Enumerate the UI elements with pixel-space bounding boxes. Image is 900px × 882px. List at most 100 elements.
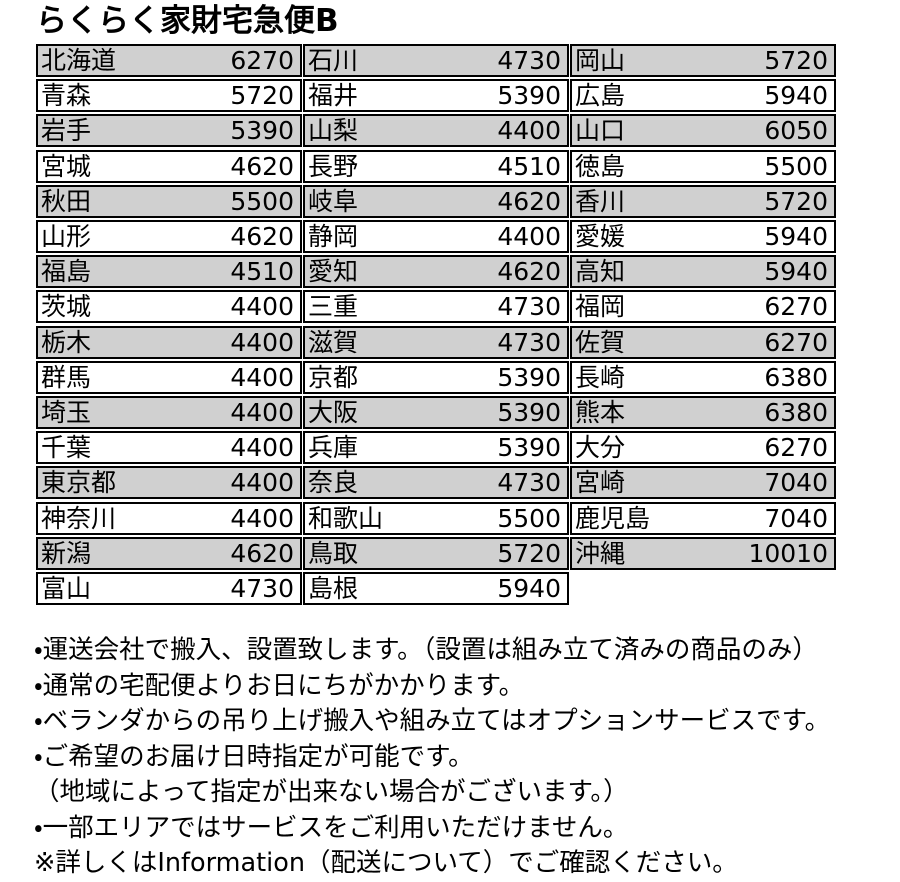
column-group-divider bbox=[302, 570, 303, 606]
fee-cell: 6270 bbox=[692, 324, 836, 360]
fee-value: 4730 bbox=[425, 466, 569, 500]
fee-value: 5390 bbox=[425, 431, 569, 465]
prefecture-label: 静岡 bbox=[303, 220, 425, 254]
column-group-divider bbox=[569, 148, 570, 184]
fee-value: 5720 bbox=[425, 536, 569, 570]
prefecture-cell: 三重 bbox=[303, 289, 425, 325]
prefecture-label: 石川 bbox=[303, 44, 425, 78]
fee-value: 5500 bbox=[692, 149, 836, 183]
prefecture-label: 京都 bbox=[303, 360, 425, 394]
prefecture-label: 三重 bbox=[303, 290, 425, 324]
fee-cell: 4620 bbox=[425, 183, 569, 219]
fee-value: 7040 bbox=[692, 501, 836, 535]
prefecture-label: 広島 bbox=[570, 79, 692, 113]
fee-cell: 5940 bbox=[692, 78, 836, 114]
prefecture-label: 新潟 bbox=[36, 536, 158, 570]
prefecture-label: 熊本 bbox=[570, 395, 692, 429]
column-group-divider bbox=[569, 113, 570, 149]
fee-cell: 4400 bbox=[158, 359, 302, 395]
prefecture-cell: 島根 bbox=[303, 570, 425, 606]
table-row: 富山 4730 島根 5940 bbox=[36, 570, 836, 606]
fee-value: 4400 bbox=[425, 220, 569, 254]
prefecture-cell: 和歌山 bbox=[303, 500, 425, 536]
prefecture-cell: 高知 bbox=[570, 254, 692, 290]
fee-value: 4730 bbox=[425, 290, 569, 324]
fee-value: 5500 bbox=[158, 184, 302, 218]
prefecture-cell: 北海道 bbox=[36, 43, 158, 79]
table-row: 福島 4510 愛知 4620 高知 5940 bbox=[36, 254, 836, 290]
table-row: 宮城 4620 長野 4510 徳島 5500 bbox=[36, 148, 836, 184]
prefecture-label: 徳島 bbox=[570, 149, 692, 183]
prefecture-label: 沖縄 bbox=[570, 536, 692, 570]
fee-cell: 4400 bbox=[158, 394, 302, 431]
prefecture-cell: 岐阜 bbox=[303, 183, 425, 219]
fee-cell: 4510 bbox=[158, 254, 302, 290]
column-group-divider bbox=[569, 465, 570, 501]
column-group-divider bbox=[302, 183, 303, 219]
table-row: 新潟 4620 鳥取 5720 沖縄 10010 bbox=[36, 535, 836, 571]
prefecture-cell: 神奈川 bbox=[36, 500, 158, 536]
fee-cell: 6050 bbox=[692, 113, 836, 149]
table-row: 群馬 4400 京都 5390 長崎 6380 bbox=[36, 359, 836, 395]
prefecture-cell: 滋賀 bbox=[303, 324, 425, 360]
fee-value: 4730 bbox=[425, 325, 569, 359]
prefecture-label: 栃木 bbox=[36, 325, 158, 359]
prefecture-label: 高知 bbox=[570, 255, 692, 289]
column-group-divider bbox=[302, 394, 303, 431]
fee-value: 5390 bbox=[425, 360, 569, 394]
fee-value: 7040 bbox=[692, 466, 836, 500]
fee-cell: 4620 bbox=[158, 218, 302, 255]
fee-cell: 4620 bbox=[425, 254, 569, 290]
prefecture-label: 和歌山 bbox=[303, 501, 425, 535]
prefecture-cell: 東京都 bbox=[36, 465, 158, 501]
fee-value: 6270 bbox=[692, 431, 836, 465]
column-group-divider bbox=[569, 183, 570, 219]
prefecture-label: 岡山 bbox=[570, 44, 692, 78]
prefecture-label: 長野 bbox=[303, 149, 425, 183]
table-row: 青森 5720 福井 5390 広島 5940 bbox=[36, 78, 836, 114]
prefecture-cell: 京都 bbox=[303, 359, 425, 395]
prefecture-cell: 山形 bbox=[36, 218, 158, 255]
prefecture-cell: 香川 bbox=[570, 183, 692, 219]
fee-value: 4510 bbox=[158, 255, 302, 289]
column-group-divider bbox=[569, 430, 570, 466]
fee-cell: 7040 bbox=[692, 465, 836, 501]
fee-value: 5940 bbox=[692, 255, 836, 289]
fee-value bbox=[692, 571, 836, 605]
table-row: 岩手 5390 山梨 4400 山口 6050 bbox=[36, 113, 836, 149]
fee-cell: 4400 bbox=[158, 465, 302, 501]
prefecture-label: 愛媛 bbox=[570, 220, 692, 254]
prefecture-cell: 鳥取 bbox=[303, 535, 425, 571]
fee-value: 4400 bbox=[158, 290, 302, 324]
prefecture-label: 神奈川 bbox=[36, 501, 158, 535]
prefecture-cell: 茨城 bbox=[36, 289, 158, 325]
fee-cell: 6270 bbox=[692, 289, 836, 325]
fee-cell: 5390 bbox=[425, 394, 569, 431]
column-group-divider bbox=[302, 113, 303, 149]
fee-cell: 4730 bbox=[425, 289, 569, 325]
note-line: ・一部エリアではサービスをご利用いただけません。 bbox=[34, 812, 629, 843]
column-group-divider bbox=[302, 254, 303, 290]
fee-value: 4620 bbox=[158, 536, 302, 570]
fee-cell: 4730 bbox=[158, 570, 302, 606]
prefecture-label: 愛知 bbox=[303, 255, 425, 289]
column-group-divider bbox=[302, 465, 303, 501]
table-row: 神奈川 4400 和歌山 5500 鹿児島 7040 bbox=[36, 500, 836, 536]
prefecture-label: 茨城 bbox=[36, 290, 158, 324]
prefecture-cell: 熊本 bbox=[570, 394, 692, 431]
note-line: ・ご希望のお届け日時指定が可能です。 bbox=[34, 741, 474, 772]
prefecture-label: 東京都 bbox=[36, 466, 158, 500]
prefecture-label: 埼玉 bbox=[36, 395, 158, 429]
prefecture-label: 鳥取 bbox=[303, 536, 425, 570]
fee-cell: 4400 bbox=[425, 113, 569, 149]
fee-value: 4620 bbox=[158, 220, 302, 254]
prefecture-label: 北海道 bbox=[36, 44, 158, 78]
column-group-divider bbox=[302, 289, 303, 325]
prefecture-cell: 新潟 bbox=[36, 535, 158, 571]
prefecture-cell: 広島 bbox=[570, 78, 692, 114]
table-row: 東京都 4400 奈良 4730 宮崎 7040 bbox=[36, 465, 836, 501]
prefecture-cell: 山口 bbox=[570, 113, 692, 149]
fee-cell: 4400 bbox=[425, 218, 569, 255]
prefecture-cell: 徳島 bbox=[570, 148, 692, 184]
fee-value: 4400 bbox=[158, 325, 302, 359]
